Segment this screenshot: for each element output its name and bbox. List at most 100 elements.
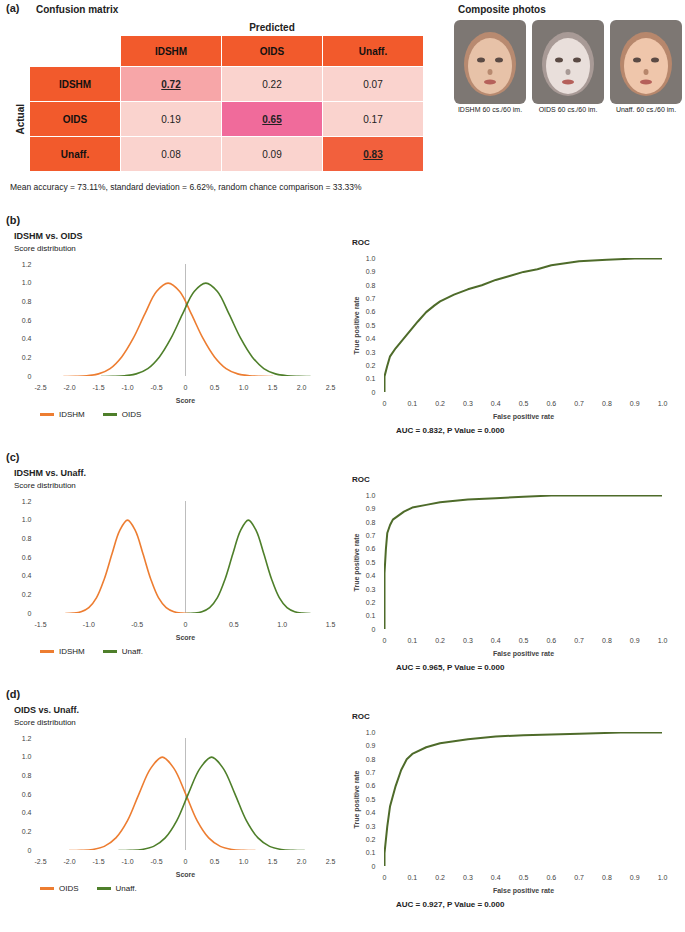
- svg-text:0.2: 0.2: [435, 637, 445, 644]
- svg-text:Score: Score: [176, 397, 196, 404]
- svg-text:0.2: 0.2: [366, 362, 376, 369]
- svg-text:1.0: 1.0: [22, 516, 32, 523]
- svg-text:0.3: 0.3: [463, 400, 473, 407]
- svg-text:1.0: 1.0: [658, 874, 668, 881]
- svg-text:1.0: 1.0: [658, 400, 668, 407]
- svg-text:0.9: 0.9: [366, 505, 376, 512]
- svg-text:1.0: 1.0: [239, 858, 249, 865]
- svg-text:False positive rate: False positive rate: [493, 650, 554, 658]
- svg-text:-1.5: -1.5: [92, 384, 104, 391]
- svg-text:0.1: 0.1: [407, 874, 417, 881]
- svg-text:-2.5: -2.5: [34, 384, 46, 391]
- svg-text:0.7: 0.7: [574, 874, 584, 881]
- svg-text:Score: Score: [176, 871, 196, 878]
- svg-text:0.5: 0.5: [210, 858, 220, 865]
- svg-text:0: 0: [383, 400, 387, 407]
- svg-text:Score: Score: [176, 634, 196, 641]
- svg-text:False positive rate: False positive rate: [493, 887, 554, 895]
- svg-text:0.5: 0.5: [519, 637, 529, 644]
- svg-text:0.4: 0.4: [366, 572, 376, 579]
- svg-text:0: 0: [28, 610, 32, 617]
- svg-text:0.6: 0.6: [22, 791, 32, 798]
- svg-text:-0.5: -0.5: [150, 858, 162, 865]
- svg-text:2.0: 2.0: [297, 858, 307, 865]
- svg-text:0.6: 0.6: [366, 545, 376, 552]
- svg-text:0.2: 0.2: [22, 591, 32, 598]
- svg-text:True positive rate: True positive rate: [353, 533, 361, 591]
- svg-text:-0.5: -0.5: [131, 621, 143, 628]
- svg-text:-1.0: -1.0: [83, 621, 95, 628]
- svg-text:0.9: 0.9: [366, 742, 376, 749]
- svg-text:0.4: 0.4: [366, 335, 376, 342]
- svg-text:0.5: 0.5: [366, 322, 376, 329]
- svg-text:1.5: 1.5: [268, 858, 278, 865]
- svg-text:0.1: 0.1: [407, 637, 417, 644]
- svg-text:0: 0: [383, 874, 387, 881]
- svg-text:2.5: 2.5: [326, 858, 336, 865]
- svg-text:0: 0: [28, 847, 32, 854]
- svg-text:1.0: 1.0: [366, 729, 376, 736]
- svg-text:1.5: 1.5: [268, 384, 278, 391]
- svg-text:0.7: 0.7: [574, 400, 584, 407]
- svg-text:0: 0: [184, 858, 188, 865]
- svg-text:0.7: 0.7: [366, 532, 376, 539]
- svg-text:0.4: 0.4: [22, 335, 32, 342]
- svg-text:0.4: 0.4: [22, 809, 32, 816]
- svg-text:0.4: 0.4: [491, 637, 501, 644]
- svg-text:0.1: 0.1: [366, 375, 376, 382]
- svg-text:0.2: 0.2: [366, 599, 376, 606]
- svg-text:0.3: 0.3: [366, 586, 376, 593]
- svg-text:0.5: 0.5: [229, 621, 239, 628]
- svg-text:1.0: 1.0: [22, 279, 32, 286]
- svg-text:0.3: 0.3: [366, 349, 376, 356]
- svg-text:0.7: 0.7: [366, 295, 376, 302]
- svg-text:0.3: 0.3: [463, 874, 473, 881]
- svg-text:0: 0: [184, 384, 188, 391]
- svg-text:0.3: 0.3: [366, 823, 376, 830]
- svg-text:1.5: 1.5: [326, 621, 336, 628]
- svg-text:0: 0: [184, 621, 188, 628]
- svg-text:1.2: 1.2: [22, 261, 32, 268]
- svg-text:-1.5: -1.5: [34, 621, 46, 628]
- svg-text:0.8: 0.8: [602, 637, 612, 644]
- svg-text:0.8: 0.8: [602, 874, 612, 881]
- svg-text:0.2: 0.2: [366, 836, 376, 843]
- svg-text:0: 0: [372, 389, 376, 396]
- svg-text:True positive rate: True positive rate: [353, 296, 361, 354]
- svg-text:0.7: 0.7: [366, 769, 376, 776]
- svg-text:0.8: 0.8: [366, 282, 376, 289]
- svg-text:0: 0: [372, 626, 376, 633]
- svg-text:2.0: 2.0: [297, 384, 307, 391]
- svg-text:0.5: 0.5: [519, 400, 529, 407]
- svg-text:0.6: 0.6: [22, 317, 32, 324]
- svg-text:0.8: 0.8: [602, 400, 612, 407]
- svg-text:0.6: 0.6: [22, 554, 32, 561]
- svg-text:0.9: 0.9: [630, 400, 640, 407]
- svg-text:1.0: 1.0: [366, 255, 376, 262]
- svg-text:0.1: 0.1: [366, 612, 376, 619]
- svg-text:0.6: 0.6: [366, 308, 376, 315]
- svg-text:1.0: 1.0: [366, 492, 376, 499]
- svg-text:0.6: 0.6: [546, 637, 556, 644]
- svg-text:0.3: 0.3: [463, 637, 473, 644]
- svg-text:0: 0: [383, 637, 387, 644]
- svg-text:2.5: 2.5: [326, 384, 336, 391]
- svg-text:-1.0: -1.0: [121, 384, 133, 391]
- svg-text:0.5: 0.5: [210, 384, 220, 391]
- svg-text:0.8: 0.8: [366, 756, 376, 763]
- svg-text:False positive rate: False positive rate: [493, 413, 554, 421]
- svg-text:1.0: 1.0: [277, 621, 287, 628]
- svg-text:1.0: 1.0: [239, 384, 249, 391]
- svg-text:0.4: 0.4: [491, 874, 501, 881]
- svg-text:-2.0: -2.0: [63, 384, 75, 391]
- svg-text:0.6: 0.6: [366, 782, 376, 789]
- svg-text:0.8: 0.8: [22, 298, 32, 305]
- svg-text:-1.5: -1.5: [92, 858, 104, 865]
- svg-text:0: 0: [28, 373, 32, 380]
- svg-text:0.6: 0.6: [546, 874, 556, 881]
- svg-text:0.5: 0.5: [366, 559, 376, 566]
- svg-text:0.9: 0.9: [630, 874, 640, 881]
- svg-text:-1.0: -1.0: [121, 858, 133, 865]
- svg-text:-0.5: -0.5: [150, 384, 162, 391]
- svg-text:-2.5: -2.5: [34, 858, 46, 865]
